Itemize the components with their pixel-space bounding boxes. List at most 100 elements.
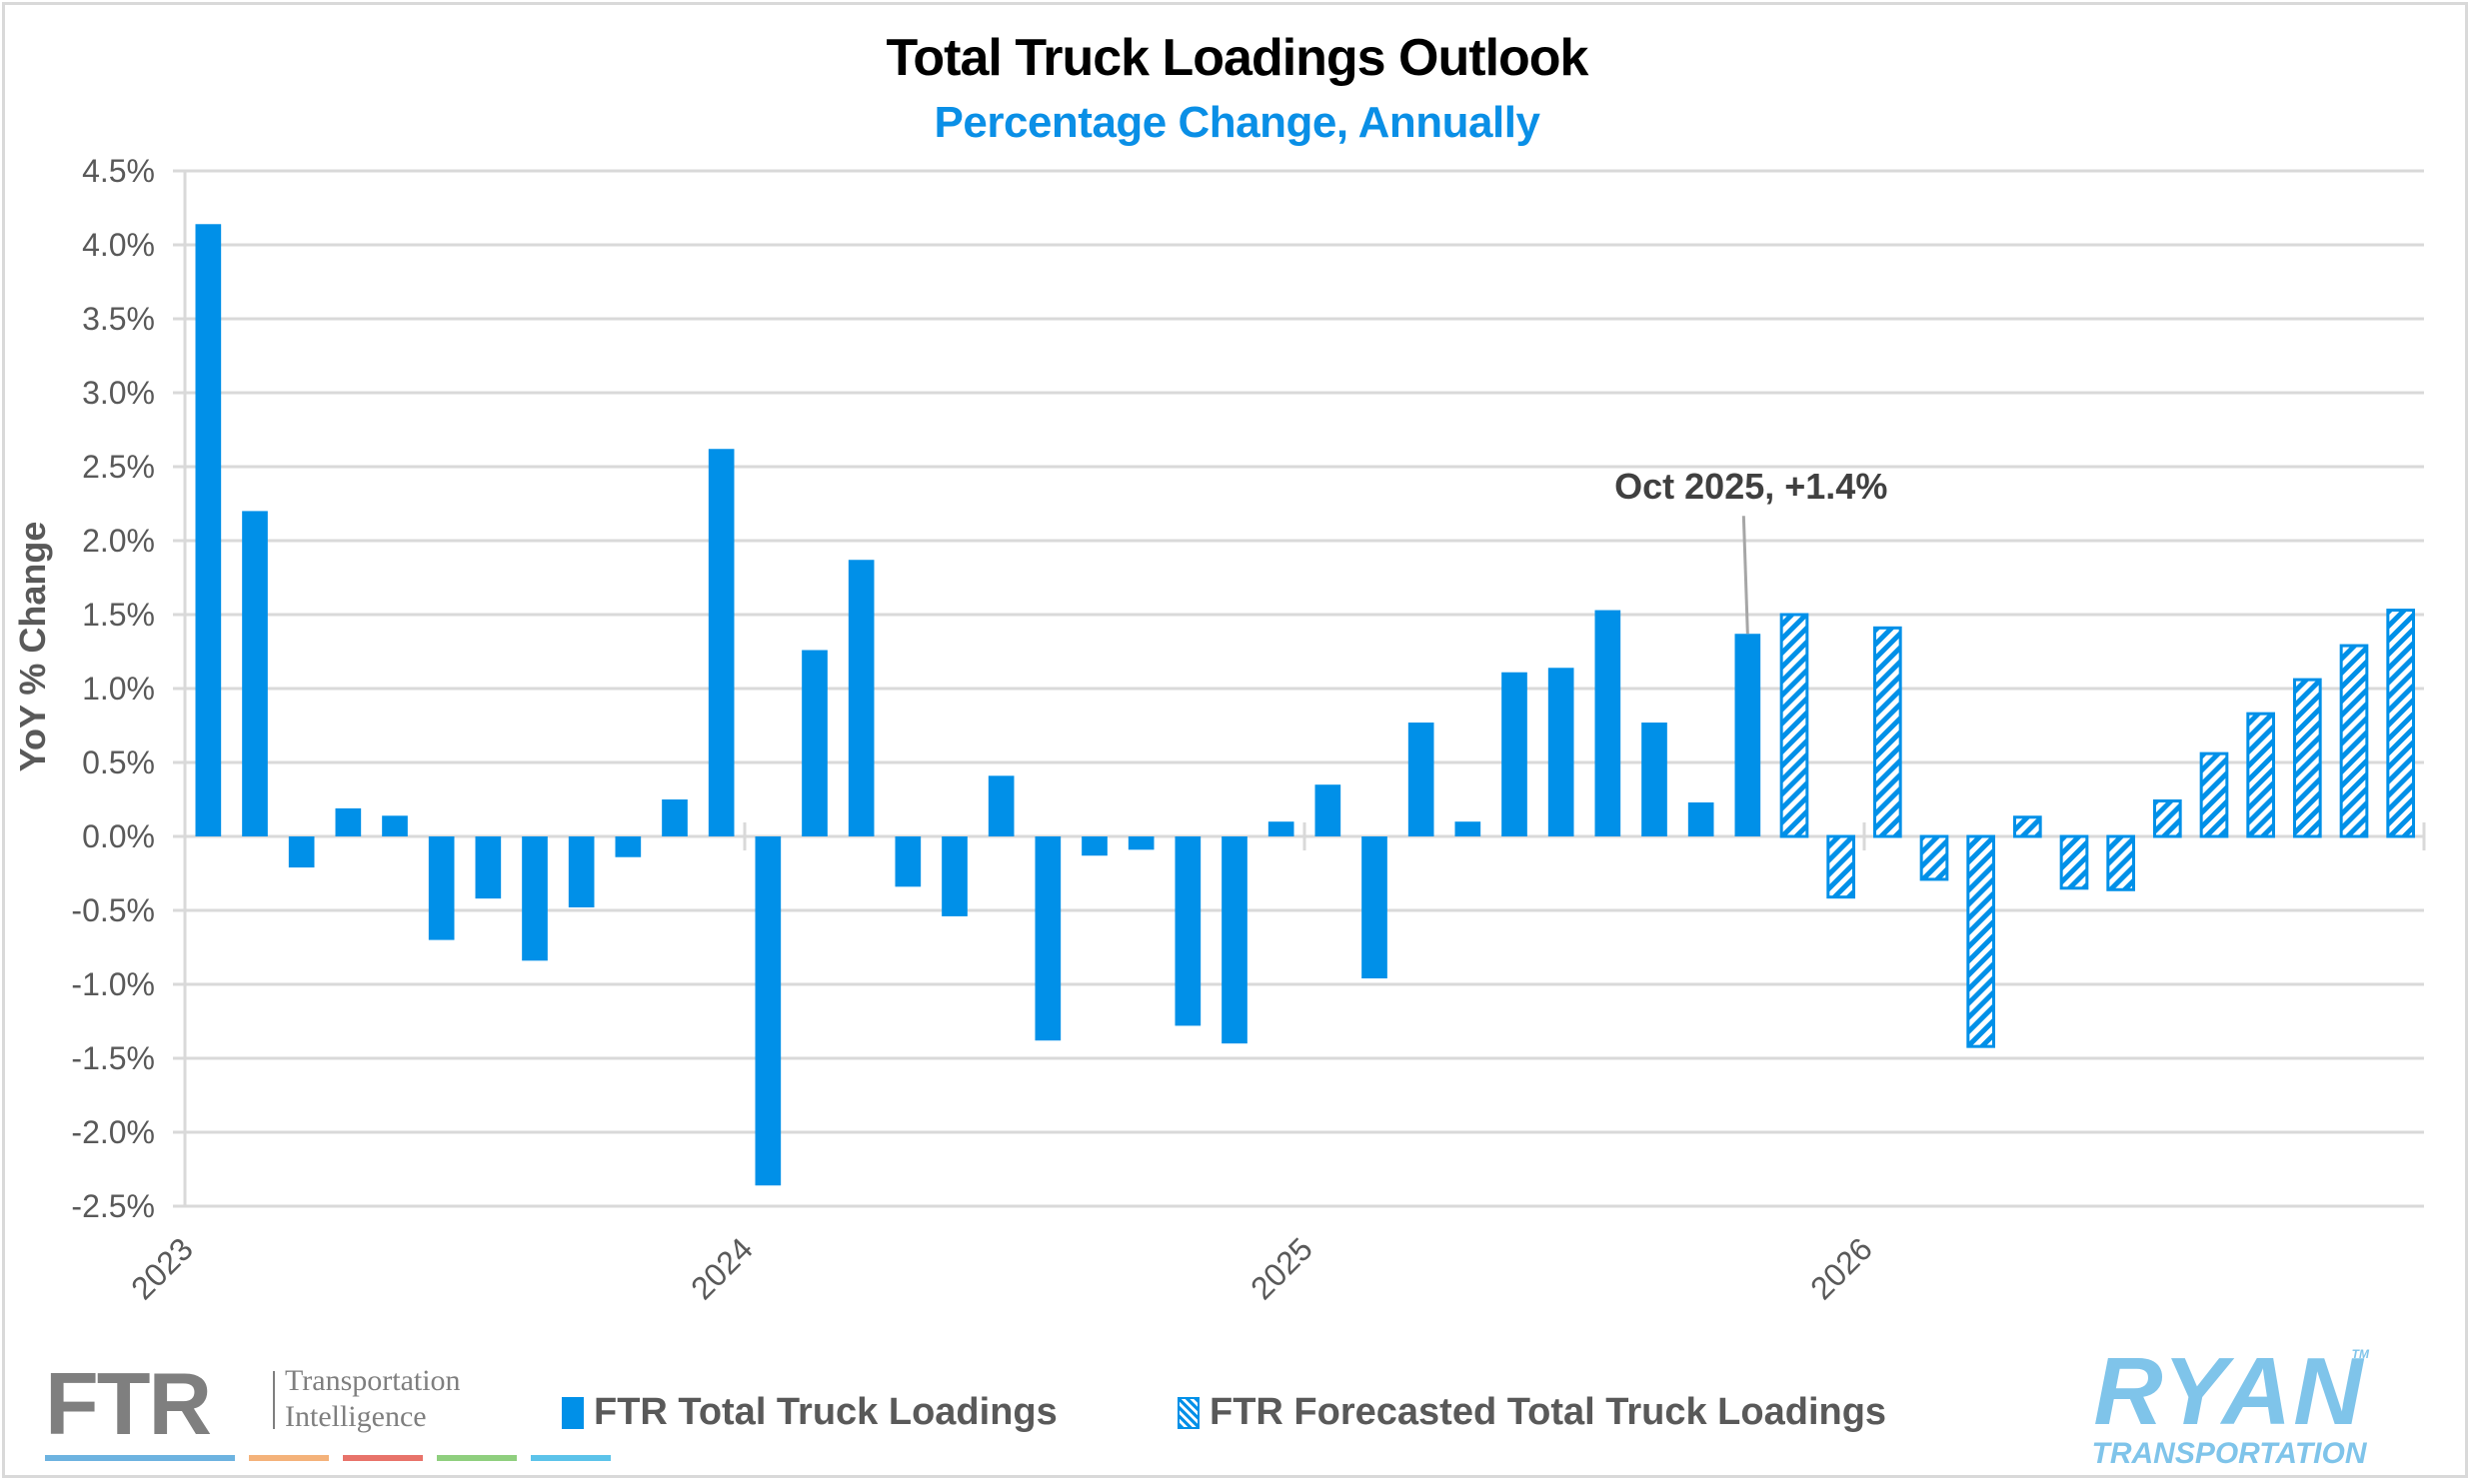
actual-bar [335, 807, 362, 836]
ftr-color-bar [249, 1455, 329, 1461]
y-tick-label: 3.0% [82, 375, 155, 411]
forecast-bar [2153, 798, 2182, 838]
actual-bar [382, 815, 408, 836]
ftr-logo: FTR Transportation Intelligence [45, 1354, 611, 1461]
actual-bar [615, 836, 642, 857]
x-tick-label: 2025 [1243, 1230, 1319, 1306]
ftr-color-bar [437, 1455, 517, 1461]
legend-label-forecast: FTR Forecasted Total Truck Loadings [1210, 1391, 1887, 1433]
actual-bar [662, 799, 688, 836]
forecast-bar [2386, 609, 2415, 838]
legend-item-forecast: FTR Forecasted Total Truck Loadings [1178, 1391, 1886, 1434]
ftr-tagline-line1: Transportation [285, 1364, 461, 1397]
chart-subtitle: Percentage Change, Annually [934, 98, 1540, 147]
actual-bar [895, 836, 922, 887]
ftr-color-bar [343, 1455, 423, 1461]
y-tick-label: 2.5% [82, 449, 155, 485]
gridlines [173, 169, 2424, 1208]
actual-bar [242, 511, 268, 836]
actual-bar [1641, 723, 1667, 836]
actual-bar [1687, 801, 1714, 836]
actual-bar [1454, 821, 1481, 836]
actual-bar [942, 836, 968, 916]
actual-bar [708, 449, 735, 836]
ftr-logo-tagline: Transportation Intelligence [285, 1363, 461, 1435]
ftr-logo-wordmark: FTR [45, 1354, 212, 1453]
actual-bar [1222, 836, 1247, 1044]
annotation-label: Oct 2025, +1.4% [1614, 466, 1887, 507]
legend-label-actual: FTR Total Truck Loadings [594, 1391, 1058, 1433]
annotations: Oct 2025, +1.4% [1614, 466, 1887, 635]
actual-bar [475, 836, 502, 899]
y-tick-label: 3.5% [82, 301, 155, 337]
forecast-bar [2106, 834, 2135, 891]
x-tick-label: 2023 [124, 1230, 200, 1306]
actual-bar [288, 836, 315, 868]
ftr-logo-color-bars [45, 1455, 611, 1461]
ftr-color-bar [45, 1455, 235, 1461]
actual-bar [1547, 668, 1574, 836]
actual-bar [195, 224, 222, 836]
forecast-bar [2199, 751, 2229, 838]
y-axis-ticks: 4.5% 4.0% 3.5% 3.0% 2.5% 2.0% 1.5% 1.0% 0.5% 0.0%… [71, 153, 155, 1224]
forecast-bar [1873, 626, 1902, 838]
actual-bar [522, 836, 548, 961]
forecast-bar [1826, 834, 1856, 899]
ftr-color-bar [531, 1455, 611, 1461]
actual-bar [428, 836, 455, 940]
actual-bar [1267, 821, 1294, 836]
legend-swatch-solid [562, 1396, 584, 1429]
y-tick-label: -1.0% [71, 966, 155, 1002]
ryan-transportation-logo: RYAN TRANSPORTATION TM [2079, 1338, 2379, 1471]
ryan-logo-subtitle: TRANSPORTATION [2091, 1437, 2367, 1470]
actual-bar [848, 560, 875, 836]
actual-bar [1734, 634, 1761, 836]
x-axis-ticks: 2023 2024 2025 2026 [124, 822, 2426, 1306]
y-tick-label: 1.5% [82, 597, 155, 633]
x-tick-label: 2024 [684, 1230, 760, 1306]
y-tick-label: -2.5% [71, 1188, 155, 1224]
forecast-bar [1966, 834, 1996, 1048]
actual-bar [1501, 672, 1527, 836]
ryan-logo-wordmark: RYAN [2093, 1338, 2365, 1445]
y-tick-label: 4.5% [82, 153, 155, 189]
actual-bar [1035, 836, 1062, 1041]
bars [195, 224, 2415, 1186]
y-tick-label: 1.0% [82, 671, 155, 707]
actual-bar [1314, 784, 1341, 836]
y-tick-label: 4.0% [82, 227, 155, 263]
chart-title: Total Truck Loadings Outlook [886, 29, 1589, 87]
y-tick-label: -0.5% [71, 892, 155, 928]
forecast-bar [2339, 644, 2369, 838]
actual-bar [1407, 723, 1434, 836]
legend-item-actual: FTR Total Truck Loadings [562, 1391, 1058, 1434]
actual-bar [1361, 836, 1387, 979]
actual-bar [988, 775, 1015, 836]
forecast-bar [2293, 678, 2322, 838]
actual-bar [1175, 836, 1202, 1026]
y-tick-label: 0.0% [82, 818, 155, 854]
forecast-bar [1779, 613, 1809, 838]
forecast-bar [2059, 834, 2089, 890]
y-tick-label: 0.5% [82, 744, 155, 780]
actual-bar [1082, 836, 1108, 856]
actual-bar [802, 650, 828, 836]
actual-bar [1594, 610, 1621, 836]
y-tick-label: -2.0% [71, 1114, 155, 1150]
x-tick-label: 2026 [1803, 1230, 1879, 1306]
annotation-leader-line [1741, 516, 1749, 635]
forecast-bar [2246, 712, 2275, 838]
legend-swatch-hatched [1178, 1396, 1200, 1429]
y-tick-label: 2.0% [82, 523, 155, 559]
actual-bar [568, 836, 595, 908]
ftr-tagline-line2: Intelligence [285, 1400, 427, 1433]
ryan-logo-trademark: TM [2351, 1347, 2369, 1361]
ftr-logo-separator [273, 1371, 275, 1429]
forecast-bar [2013, 815, 2042, 838]
y-axis-label: YoY % Change [12, 522, 53, 772]
actual-bar [755, 836, 782, 1186]
y-tick-label: -1.5% [71, 1040, 155, 1076]
forecast-bar [1919, 834, 1949, 881]
